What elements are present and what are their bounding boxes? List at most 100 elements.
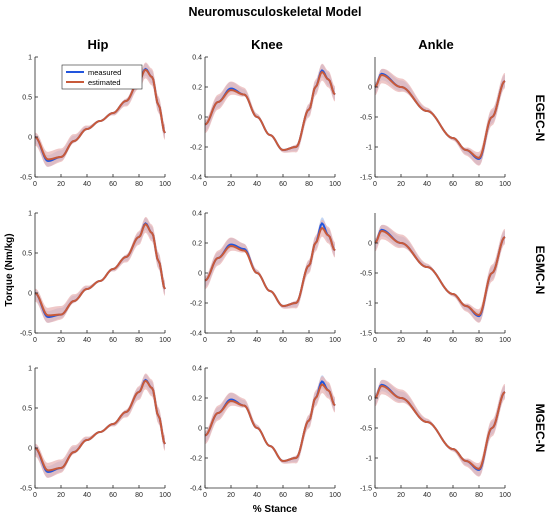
column-title-ankle: Ankle: [418, 37, 453, 52]
x-tick-label: 80: [305, 181, 313, 188]
x-tick-label: 80: [305, 337, 313, 344]
y-tick-label: -1.5: [360, 331, 372, 338]
y-tick-label: 1: [28, 55, 32, 62]
panel: -0.500.510 20 40 60 80 100: [20, 211, 171, 345]
x-tick-label: 40: [423, 492, 431, 499]
x-tick-label: 40: [83, 337, 91, 344]
y-tick-label: -1: [366, 145, 372, 152]
x-tick-label: 80: [475, 337, 483, 344]
x-tick-label: 100: [329, 337, 341, 344]
legend-label-measured: measured: [88, 68, 121, 77]
estimated-line: [34, 68, 166, 161]
y-tick-label: 0.5: [22, 95, 32, 102]
column-title-knee: Knee: [251, 37, 283, 52]
figure-title: Neuromusculoskeletal Model: [189, 5, 362, 19]
y-tick-label: -0.4: [190, 175, 202, 182]
x-tick-label: 20: [227, 337, 235, 344]
y-tick-label: 0.4: [192, 55, 202, 62]
measured-band: [205, 217, 335, 309]
y-tick-label: -1.5: [360, 486, 372, 493]
row-label-egec-n: EGEC-N: [533, 95, 547, 142]
x-tick-label: 60: [449, 181, 457, 188]
y-tick-label: 0: [198, 426, 202, 433]
x-tick-label: 100: [499, 181, 511, 188]
estimated-line: [34, 222, 166, 317]
x-tick-label: 60: [109, 181, 117, 188]
y-tick-label: 0.5: [22, 251, 32, 258]
y-tick-label: -0.5: [20, 486, 32, 493]
x-tick-label: 40: [253, 337, 261, 344]
y-tick-label: 0: [198, 271, 202, 278]
x-tick-label: 100: [499, 337, 511, 344]
y-tick-label: -0.5: [360, 115, 372, 122]
x-tick-label: 80: [135, 181, 143, 188]
x-tick-label: 0: [203, 337, 207, 344]
x-tick-label: 20: [397, 181, 405, 188]
y-tick-label: 1: [28, 211, 32, 218]
y-tick-label: -0.4: [190, 486, 202, 493]
x-tick-label: 100: [329, 181, 341, 188]
row-label-mgec-n: MGEC-N: [533, 404, 547, 453]
x-tick-label: 100: [159, 337, 171, 344]
y-tick-label: 0.4: [192, 366, 202, 373]
y-tick-label: -0.5: [360, 271, 372, 278]
panel: -0.500.510 20 40 60 80 100: [20, 366, 171, 500]
y-tick-label: -0.2: [190, 456, 202, 463]
x-tick-label: 0: [33, 492, 37, 499]
estimated-line: [374, 384, 506, 470]
x-tick-label: 60: [449, 492, 457, 499]
y-tick-label: -1.5: [360, 175, 372, 182]
x-axis-label: % Stance: [253, 504, 298, 515]
y-tick-label: -0.2: [190, 301, 202, 308]
x-tick-label: 20: [57, 337, 65, 344]
measured-line: [34, 222, 166, 319]
y-tick-label: 0: [198, 115, 202, 122]
x-tick-label: 20: [227, 181, 235, 188]
x-tick-label: 20: [227, 492, 235, 499]
panel: -0.4 -0.2 0 0.2 0.4 0 20 40 60 80 100: [190, 366, 341, 500]
y-tick-label: 0.5: [22, 406, 32, 413]
estimated-line: [204, 226, 336, 308]
x-tick-label: 40: [253, 492, 261, 499]
panel: -1.5 -1 -0.5 0 0 20 40 60 80 100: [360, 368, 511, 499]
x-tick-label: 100: [159, 492, 171, 499]
estimated-band: [35, 373, 165, 478]
x-tick-label: 40: [253, 181, 261, 188]
x-tick-label: 40: [83, 492, 91, 499]
x-tick-label: 0: [33, 337, 37, 344]
y-tick-label: 0: [28, 291, 32, 298]
column-title-hip: Hip: [88, 37, 109, 52]
y-axis-label: Torque (Nm/kg): [4, 233, 15, 306]
x-tick-label: 0: [373, 337, 377, 344]
estimated-band: [205, 219, 335, 309]
y-tick-label: 0: [368, 396, 372, 403]
y-tick-label: 0.4: [192, 211, 202, 218]
y-tick-label: 0: [28, 446, 32, 453]
y-tick-label: 0: [28, 135, 32, 142]
measured-band: [205, 375, 335, 464]
y-tick-label: 0.2: [192, 241, 202, 248]
x-tick-label: 80: [475, 181, 483, 188]
panel-grid: -0.500.510 20 40 60 80 100measuredestimated-0…: [20, 55, 511, 500]
x-tick-label: 80: [135, 337, 143, 344]
x-tick-label: 60: [449, 337, 457, 344]
estimated-band: [35, 216, 165, 323]
x-tick-label: 60: [279, 181, 287, 188]
measured-band: [205, 64, 335, 153]
y-tick-label: -1: [366, 456, 372, 463]
x-tick-label: 60: [109, 337, 117, 344]
x-tick-label: 0: [203, 181, 207, 188]
x-tick-label: 20: [397, 337, 405, 344]
y-tick-label: -0.2: [190, 145, 202, 152]
x-tick-label: 0: [203, 492, 207, 499]
x-tick-label: 80: [135, 492, 143, 499]
row-label-egmc-n: EGMC-N: [533, 246, 547, 295]
panel: -0.4 -0.2 0 0.2 0.4 0 20 40 60 80 100: [190, 211, 341, 345]
estimated-band: [375, 68, 505, 166]
estimated-line: [374, 229, 506, 317]
x-tick-label: 20: [397, 492, 405, 499]
y-tick-label: -0.5: [20, 331, 32, 338]
x-tick-label: 0: [373, 181, 377, 188]
x-tick-label: 60: [279, 337, 287, 344]
